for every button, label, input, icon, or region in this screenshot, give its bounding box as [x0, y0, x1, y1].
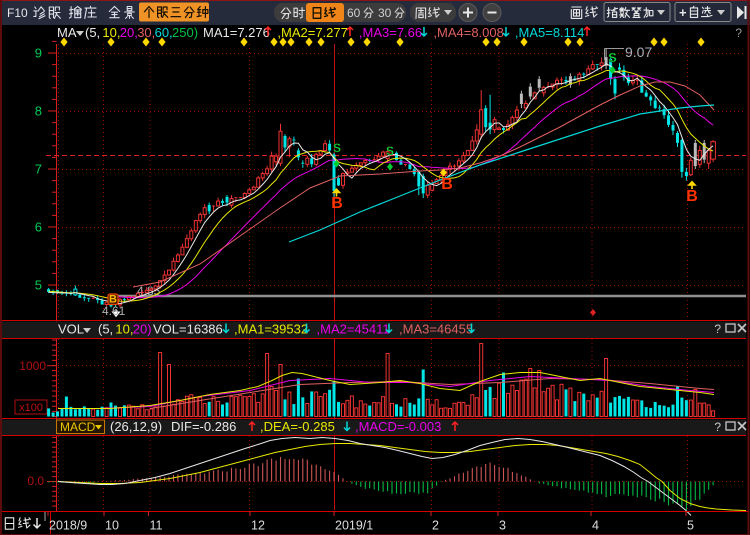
- svg-text:,MA4=8.008: ,MA4=8.008: [433, 25, 503, 40]
- svg-text:12: 12: [251, 519, 265, 533]
- svg-text:VOL: VOL: [58, 322, 84, 337]
- svg-text:9: 9: [35, 46, 42, 61]
- svg-text:B: B: [109, 294, 117, 306]
- svg-text:(26,12,9): (26,12,9): [110, 419, 162, 434]
- svg-text:,MA5=8.114: ,MA5=8.114: [515, 25, 585, 40]
- svg-text:5: 5: [35, 278, 42, 293]
- svg-text:,MA3=46455: ,MA3=46455: [399, 322, 473, 337]
- svg-text:MA1=7.276: MA1=7.276: [203, 25, 270, 40]
- svg-text:10,: 10,: [102, 25, 120, 40]
- svg-text:2018/9: 2018/9: [49, 519, 87, 533]
- svg-text:30: 30: [378, 6, 392, 20]
- svg-text:0.0: 0.0: [27, 474, 44, 488]
- svg-text:DIF=-0.286: DIF=-0.286: [171, 419, 236, 434]
- svg-text:MA: MA: [57, 25, 77, 40]
- svg-text:VOL=16386: VOL=16386: [153, 322, 223, 337]
- svg-text:,DEA=-0.285: ,DEA=-0.285: [260, 419, 335, 434]
- svg-text:10,: 10,: [115, 322, 133, 337]
- svg-text:F10: F10: [7, 6, 28, 20]
- svg-text:2: 2: [432, 519, 439, 533]
- svg-text:MACD: MACD: [60, 420, 96, 434]
- svg-text:1000: 1000: [19, 359, 46, 373]
- svg-text:5: 5: [687, 519, 694, 533]
- svg-text:?: ?: [714, 322, 721, 336]
- svg-text:S: S: [386, 144, 394, 158]
- svg-text:6: 6: [35, 220, 42, 235]
- svg-text:8: 8: [35, 104, 42, 119]
- svg-text:(5,: (5,: [85, 25, 100, 40]
- svg-text:10: 10: [105, 519, 119, 533]
- svg-text:(5,: (5,: [98, 322, 113, 337]
- svg-text:,MA2=7.277: ,MA2=7.277: [277, 25, 347, 40]
- svg-text:60,: 60,: [155, 25, 173, 40]
- svg-text:9.07: 9.07: [625, 44, 652, 60]
- svg-text:30,: 30,: [137, 25, 155, 40]
- svg-text:,MACD=-0.003: ,MACD=-0.003: [355, 419, 441, 434]
- svg-text:,MA2=45411: ,MA2=45411: [317, 322, 390, 337]
- svg-text:7: 7: [35, 162, 42, 177]
- svg-text:+: +: [679, 5, 687, 20]
- svg-text:,MA1=39532: ,MA1=39532: [234, 322, 308, 337]
- svg-text:S: S: [333, 141, 341, 155]
- svg-text:B: B: [686, 188, 698, 205]
- svg-text:2019/1: 2019/1: [335, 519, 373, 533]
- svg-text:?: ?: [714, 420, 721, 434]
- svg-text:x100: x100: [19, 402, 43, 414]
- svg-text:3: 3: [499, 519, 506, 533]
- svg-text:11: 11: [150, 519, 163, 533]
- svg-text:20): 20): [133, 322, 152, 337]
- svg-text:4: 4: [592, 519, 599, 533]
- svg-text:?: ?: [735, 26, 742, 40]
- svg-text:60: 60: [347, 6, 361, 20]
- svg-text:B: B: [441, 176, 453, 193]
- svg-text:S: S: [608, 50, 617, 65]
- svg-text:B: B: [331, 195, 343, 212]
- svg-text:4.61: 4.61: [102, 304, 126, 318]
- svg-text:250): 250): [172, 25, 198, 40]
- svg-text:20,: 20,: [120, 25, 138, 40]
- svg-text:,MA3=7.66: ,MA3=7.66: [359, 25, 422, 40]
